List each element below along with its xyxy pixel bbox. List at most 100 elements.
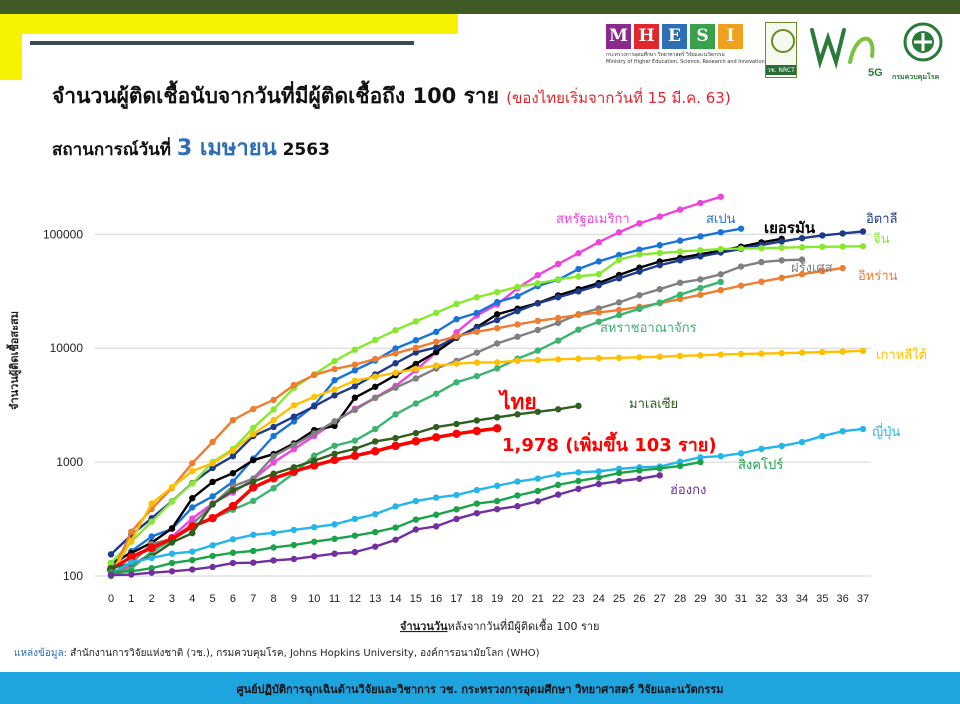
data-point [595, 355, 602, 362]
data-point [453, 515, 460, 523]
x-tick-label: 19 [491, 593, 503, 605]
data-point [209, 500, 216, 508]
data-point [189, 548, 196, 555]
data-point [595, 238, 602, 246]
data-point [697, 199, 704, 207]
data-point [758, 278, 765, 285]
data-point [473, 359, 481, 366]
data-point [351, 394, 359, 401]
y-tick-label: 1000 [56, 455, 83, 469]
source-text: สำนักงานการวิจัยแห่งชาติ (วช.), กรมควบคุ… [66, 648, 540, 659]
annotation-thai: ไทย [498, 389, 537, 414]
data-point [514, 503, 521, 510]
data-point [372, 438, 379, 445]
data-point [392, 360, 399, 367]
data-point [493, 497, 501, 505]
x-tick-label: 1 [128, 593, 134, 605]
nrct-label: วช. NRCT [766, 65, 796, 75]
data-point [615, 299, 623, 306]
data-point [432, 362, 440, 369]
mhesi-logo: M H E S I [606, 24, 743, 49]
x-tick-label: 37 [857, 593, 869, 605]
data-point [412, 497, 420, 505]
data-point [229, 447, 237, 454]
series-line [110, 237, 782, 565]
data-point [615, 311, 623, 319]
x-tick-label: 34 [796, 593, 808, 605]
x-tick-label: 11 [329, 593, 340, 605]
data-point [351, 377, 359, 384]
subtitle-prefix: สถานการณ์วันที่ [52, 140, 171, 160]
data-point [189, 459, 196, 467]
ddc-label: กรมควบคุมโรค [892, 73, 940, 81]
data-point [514, 357, 521, 364]
data-point [615, 354, 623, 361]
data-point [250, 547, 257, 555]
data-point [615, 306, 623, 314]
data-point [168, 559, 176, 567]
x-axis-label-underlined: จำนวนวัน [400, 620, 448, 633]
data-point [636, 246, 643, 253]
data-point [270, 529, 277, 537]
data-point [351, 346, 359, 353]
data-point [350, 451, 360, 460]
data-point [473, 349, 481, 356]
wch-5g-text: 5G [868, 67, 883, 78]
data-point [148, 565, 155, 572]
data-point [697, 233, 704, 240]
x-tick-label: 10 [308, 593, 320, 605]
data-point [270, 557, 277, 564]
data-point [514, 333, 521, 340]
data-point [534, 487, 542, 495]
x-tick-label: 35 [816, 593, 828, 605]
data-point [514, 283, 521, 291]
data-point [128, 559, 135, 566]
data-point [493, 288, 501, 296]
data-point [331, 377, 338, 384]
data-point [168, 539, 176, 546]
data-point [189, 480, 196, 487]
data-point [473, 294, 481, 301]
data-point [453, 420, 460, 428]
data-point [270, 406, 277, 413]
data-point [656, 249, 663, 257]
data-point [229, 559, 237, 567]
data-point [676, 257, 684, 264]
data-point [514, 492, 521, 499]
data-point [148, 554, 155, 562]
series-label: ฝรั่งเศส [791, 259, 833, 276]
data-point [575, 485, 582, 493]
data-point [412, 526, 420, 533]
data-point [229, 452, 237, 460]
data-point [331, 521, 338, 528]
data-point [290, 402, 298, 409]
data-point [697, 352, 704, 359]
data-point [392, 384, 399, 391]
data-point [636, 220, 643, 227]
data-point [473, 372, 481, 380]
data-point [250, 497, 257, 505]
data-point [453, 360, 460, 367]
data-point [147, 543, 156, 552]
data-point [493, 324, 501, 332]
data-point [554, 294, 562, 301]
data-point [412, 365, 420, 372]
data-point [311, 524, 318, 531]
data-point [554, 491, 562, 498]
data-point [229, 469, 237, 477]
footer-bar: ศูนย์ปฏิบัติการฉุกเฉินด้านวิจัยและวิชากา… [0, 672, 960, 704]
x-tick-label: 7 [250, 593, 256, 605]
data-point [107, 551, 115, 558]
data-point [778, 238, 785, 245]
annotation-thai-total: 1,978 (เพิ่มขึ้น 103 ราย) [502, 431, 717, 456]
data-point [493, 365, 501, 372]
data-point [534, 498, 542, 505]
data-point [636, 292, 643, 299]
subtitle-year: 2563 [282, 140, 330, 160]
data-point [595, 271, 602, 278]
data-point [290, 541, 298, 549]
data-point [290, 555, 298, 563]
x-tick-label: 17 [450, 593, 462, 605]
data-point [189, 494, 196, 502]
data-point [717, 278, 724, 286]
